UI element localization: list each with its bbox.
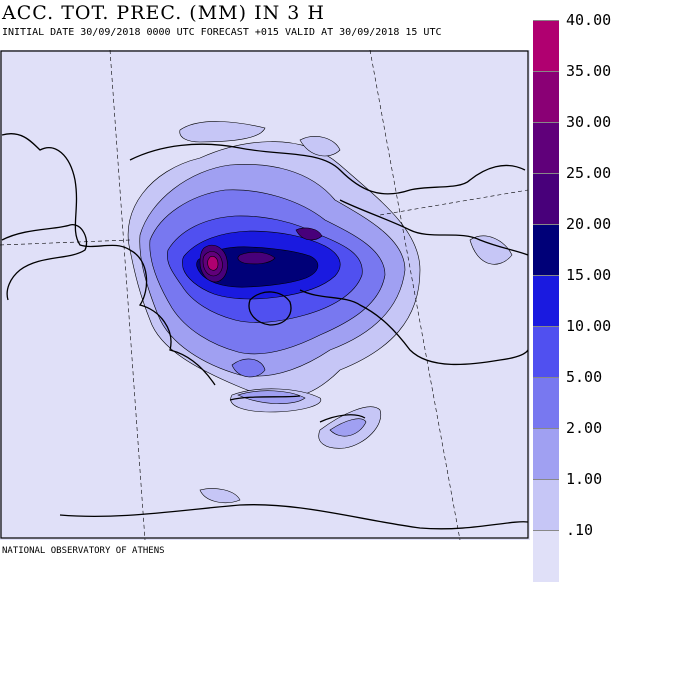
legend-swatch	[533, 173, 559, 225]
legend-label: 10.00	[566, 317, 612, 335]
legend-label: 40.00	[566, 11, 612, 29]
map-frame	[0, 50, 529, 539]
legend-label: .10	[566, 521, 594, 539]
legend-label: 15.00	[566, 266, 612, 284]
legend-swatch	[533, 71, 559, 123]
legend-swatch	[533, 326, 559, 378]
grid-lines	[0, 50, 529, 540]
legend-swatch	[533, 428, 559, 480]
legend-label: 30.00	[566, 113, 612, 131]
legend-label: 25.00	[566, 164, 612, 182]
footer-credit: NATIONAL OBSERVATORY OF ATHENS	[2, 546, 165, 556]
legend-label: 35.00	[566, 62, 612, 80]
coastlines	[1, 133, 529, 530]
legend-label: 1.00	[566, 470, 603, 488]
precip-field-40mm	[207, 256, 219, 271]
precipitation-map	[0, 50, 530, 540]
legend-label: 2.00	[566, 419, 603, 437]
legend-swatch	[533, 275, 559, 327]
page-title: ACC. TOT. PREC. (MM) IN 3 H	[2, 2, 325, 24]
legend-swatch	[533, 377, 559, 429]
legend-swatch	[533, 479, 559, 531]
legend-swatch	[533, 530, 559, 582]
legend-swatch	[533, 122, 559, 174]
legend-label: 5.00	[566, 368, 603, 386]
precip-field-20mm	[196, 246, 319, 288]
color-legend	[533, 20, 559, 582]
legend-swatch	[533, 224, 559, 276]
legend-swatch	[533, 20, 559, 72]
forecast-subtitle: INITIAL DATE 30/09/2018 0000 UTC FORECAS…	[2, 27, 442, 38]
legend-label: 20.00	[566, 215, 612, 233]
